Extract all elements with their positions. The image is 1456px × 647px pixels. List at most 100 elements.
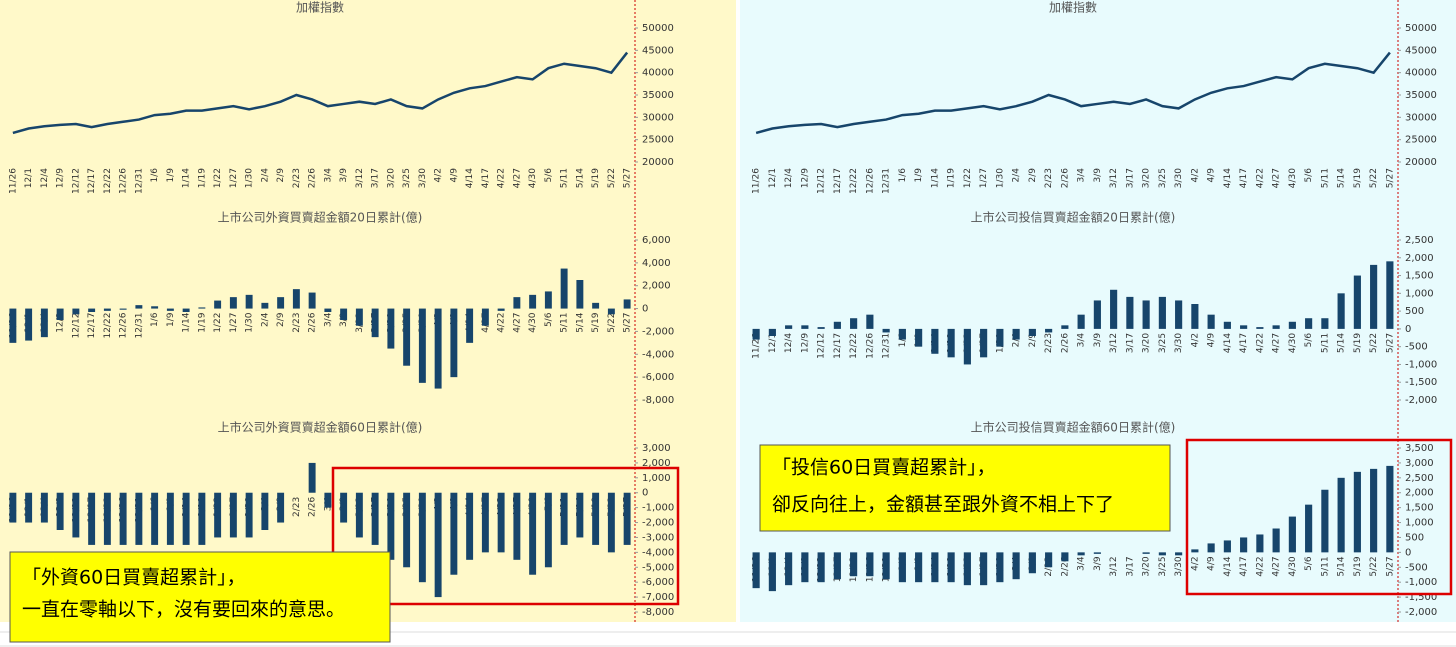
x-tick-label: 4/30 (528, 168, 538, 188)
chart-title: 加權指數 (1049, 0, 1097, 15)
x-tick-label: 4/22 (497, 168, 507, 188)
x-tick-label: 1/9 (166, 168, 176, 183)
x-tick-label: 12/12 (71, 168, 81, 194)
bar (1223, 540, 1231, 553)
bar (277, 297, 285, 309)
bar (850, 318, 858, 329)
x-tick-label: 2/26 (1060, 333, 1070, 353)
x-tick-label: 5/27 (623, 168, 633, 188)
y-tick-label: -7,000 (642, 592, 674, 603)
bar (1370, 468, 1378, 553)
x-tick-label: 1/22 (213, 313, 223, 333)
x-tick-label: 12/9 (56, 312, 66, 332)
bar (931, 328, 939, 354)
x-tick-label: 2/4 (1012, 333, 1022, 348)
x-tick-label: 4/22 (1255, 168, 1265, 188)
bar (1370, 264, 1378, 329)
y-tick-label: 20000 (1405, 157, 1437, 168)
bar (947, 328, 955, 358)
x-tick-label: 12/4 (40, 168, 50, 188)
x-tick-label: 12/26 (119, 312, 129, 338)
y-tick-label: 500 (1405, 532, 1424, 543)
bar (801, 325, 809, 329)
bar (340, 492, 348, 523)
x-tick-label: 12/1 (768, 333, 778, 353)
x-tick-label: 12/17 (87, 168, 97, 194)
x-tick-label: 5/14 (575, 168, 585, 188)
y-tick-label: -4,000 (642, 547, 674, 558)
x-tick-label: 4/9 (449, 168, 459, 183)
highlight-box (331, 466, 680, 606)
bar (277, 492, 285, 523)
bar (1028, 552, 1036, 574)
x-tick-label: 5/6 (1304, 168, 1314, 183)
bar (768, 328, 776, 336)
x-tick-label: 5/11 (1320, 168, 1330, 188)
line (12, 51, 629, 135)
bar (1142, 552, 1150, 554)
x-tick-label: 4/27 (512, 168, 522, 188)
x-tick-label: 3/20 (1142, 333, 1152, 353)
bar (1012, 552, 1020, 580)
y-tick-label: -500 (1405, 342, 1428, 353)
x-tick-label: 5/14 (1337, 333, 1347, 353)
x-tick-label: 12/4 (784, 168, 794, 188)
bar (1207, 543, 1215, 553)
bar (229, 297, 237, 309)
y-tick-label: -1,000 (642, 503, 674, 514)
bar (1093, 300, 1101, 329)
bar (497, 492, 505, 553)
bar (1353, 275, 1361, 329)
x-tick-label: 2/26 (1060, 556, 1070, 576)
x-tick-label: 4/27 (512, 313, 522, 333)
y-tick-label: -1,500 (1405, 377, 1437, 388)
x-tick-label: 5/11 (560, 313, 570, 333)
x-tick-label: 2/23 (1044, 333, 1054, 353)
bar (560, 268, 568, 309)
bar (166, 308, 174, 311)
x-tick-label: 1/9 (166, 312, 176, 327)
x-tick-label: 2/23 (1044, 168, 1054, 188)
x-tick-label: 1/6 (150, 168, 160, 183)
bar (56, 492, 64, 530)
x-tick-label: 5/27 (1385, 556, 1395, 576)
bar (1272, 528, 1280, 553)
y-tick-label: 500 (1405, 306, 1424, 317)
x-tick-label: 4/2 (1190, 168, 1200, 182)
line (755, 51, 1391, 135)
bar (1126, 296, 1134, 329)
x-tick-label: 3/4 (323, 312, 333, 327)
bar (866, 314, 874, 329)
bar (1158, 296, 1166, 329)
bar (1272, 325, 1280, 329)
bar (355, 492, 363, 538)
x-tick-label: 5/22 (1369, 333, 1379, 353)
x-tick-label: 12/22 (849, 168, 859, 194)
x-tick-label: 2/23 (292, 313, 302, 333)
annotation: 「投信60日買賣超累計」， (772, 457, 996, 479)
y-tick-label: 35000 (642, 90, 674, 101)
y-tick-label: 30000 (642, 112, 674, 123)
x-tick-label: 1/6 (898, 168, 908, 183)
y-tick-label: 0 (642, 488, 648, 499)
x-tick-label: 3/9 (339, 168, 349, 183)
bar (403, 308, 411, 366)
x-tick-label: 4/22 (1255, 333, 1265, 353)
x-tick-label: 4/9 (1207, 168, 1217, 183)
bar (466, 308, 474, 343)
x-tick-label: 11/26 (8, 168, 18, 194)
x-tick-label: 2/26 (308, 496, 318, 516)
bar (544, 291, 552, 309)
y-tick-label: 0 (642, 304, 648, 315)
x-tick-label: 12/26 (119, 168, 129, 194)
x-tick-label: 3/20 (1142, 168, 1152, 188)
bar (898, 552, 906, 583)
y-tick-label: -2,000 (1405, 607, 1437, 618)
y-tick-label: 1,500 (1405, 271, 1434, 282)
x-tick-label: 4/14 (1223, 168, 1233, 188)
bar (980, 552, 988, 586)
bar (1191, 304, 1199, 329)
x-tick-label: 1/30 (245, 312, 255, 332)
x-tick-label: 3/17 (1125, 168, 1135, 188)
x-tick-label: 2/4 (260, 312, 270, 327)
